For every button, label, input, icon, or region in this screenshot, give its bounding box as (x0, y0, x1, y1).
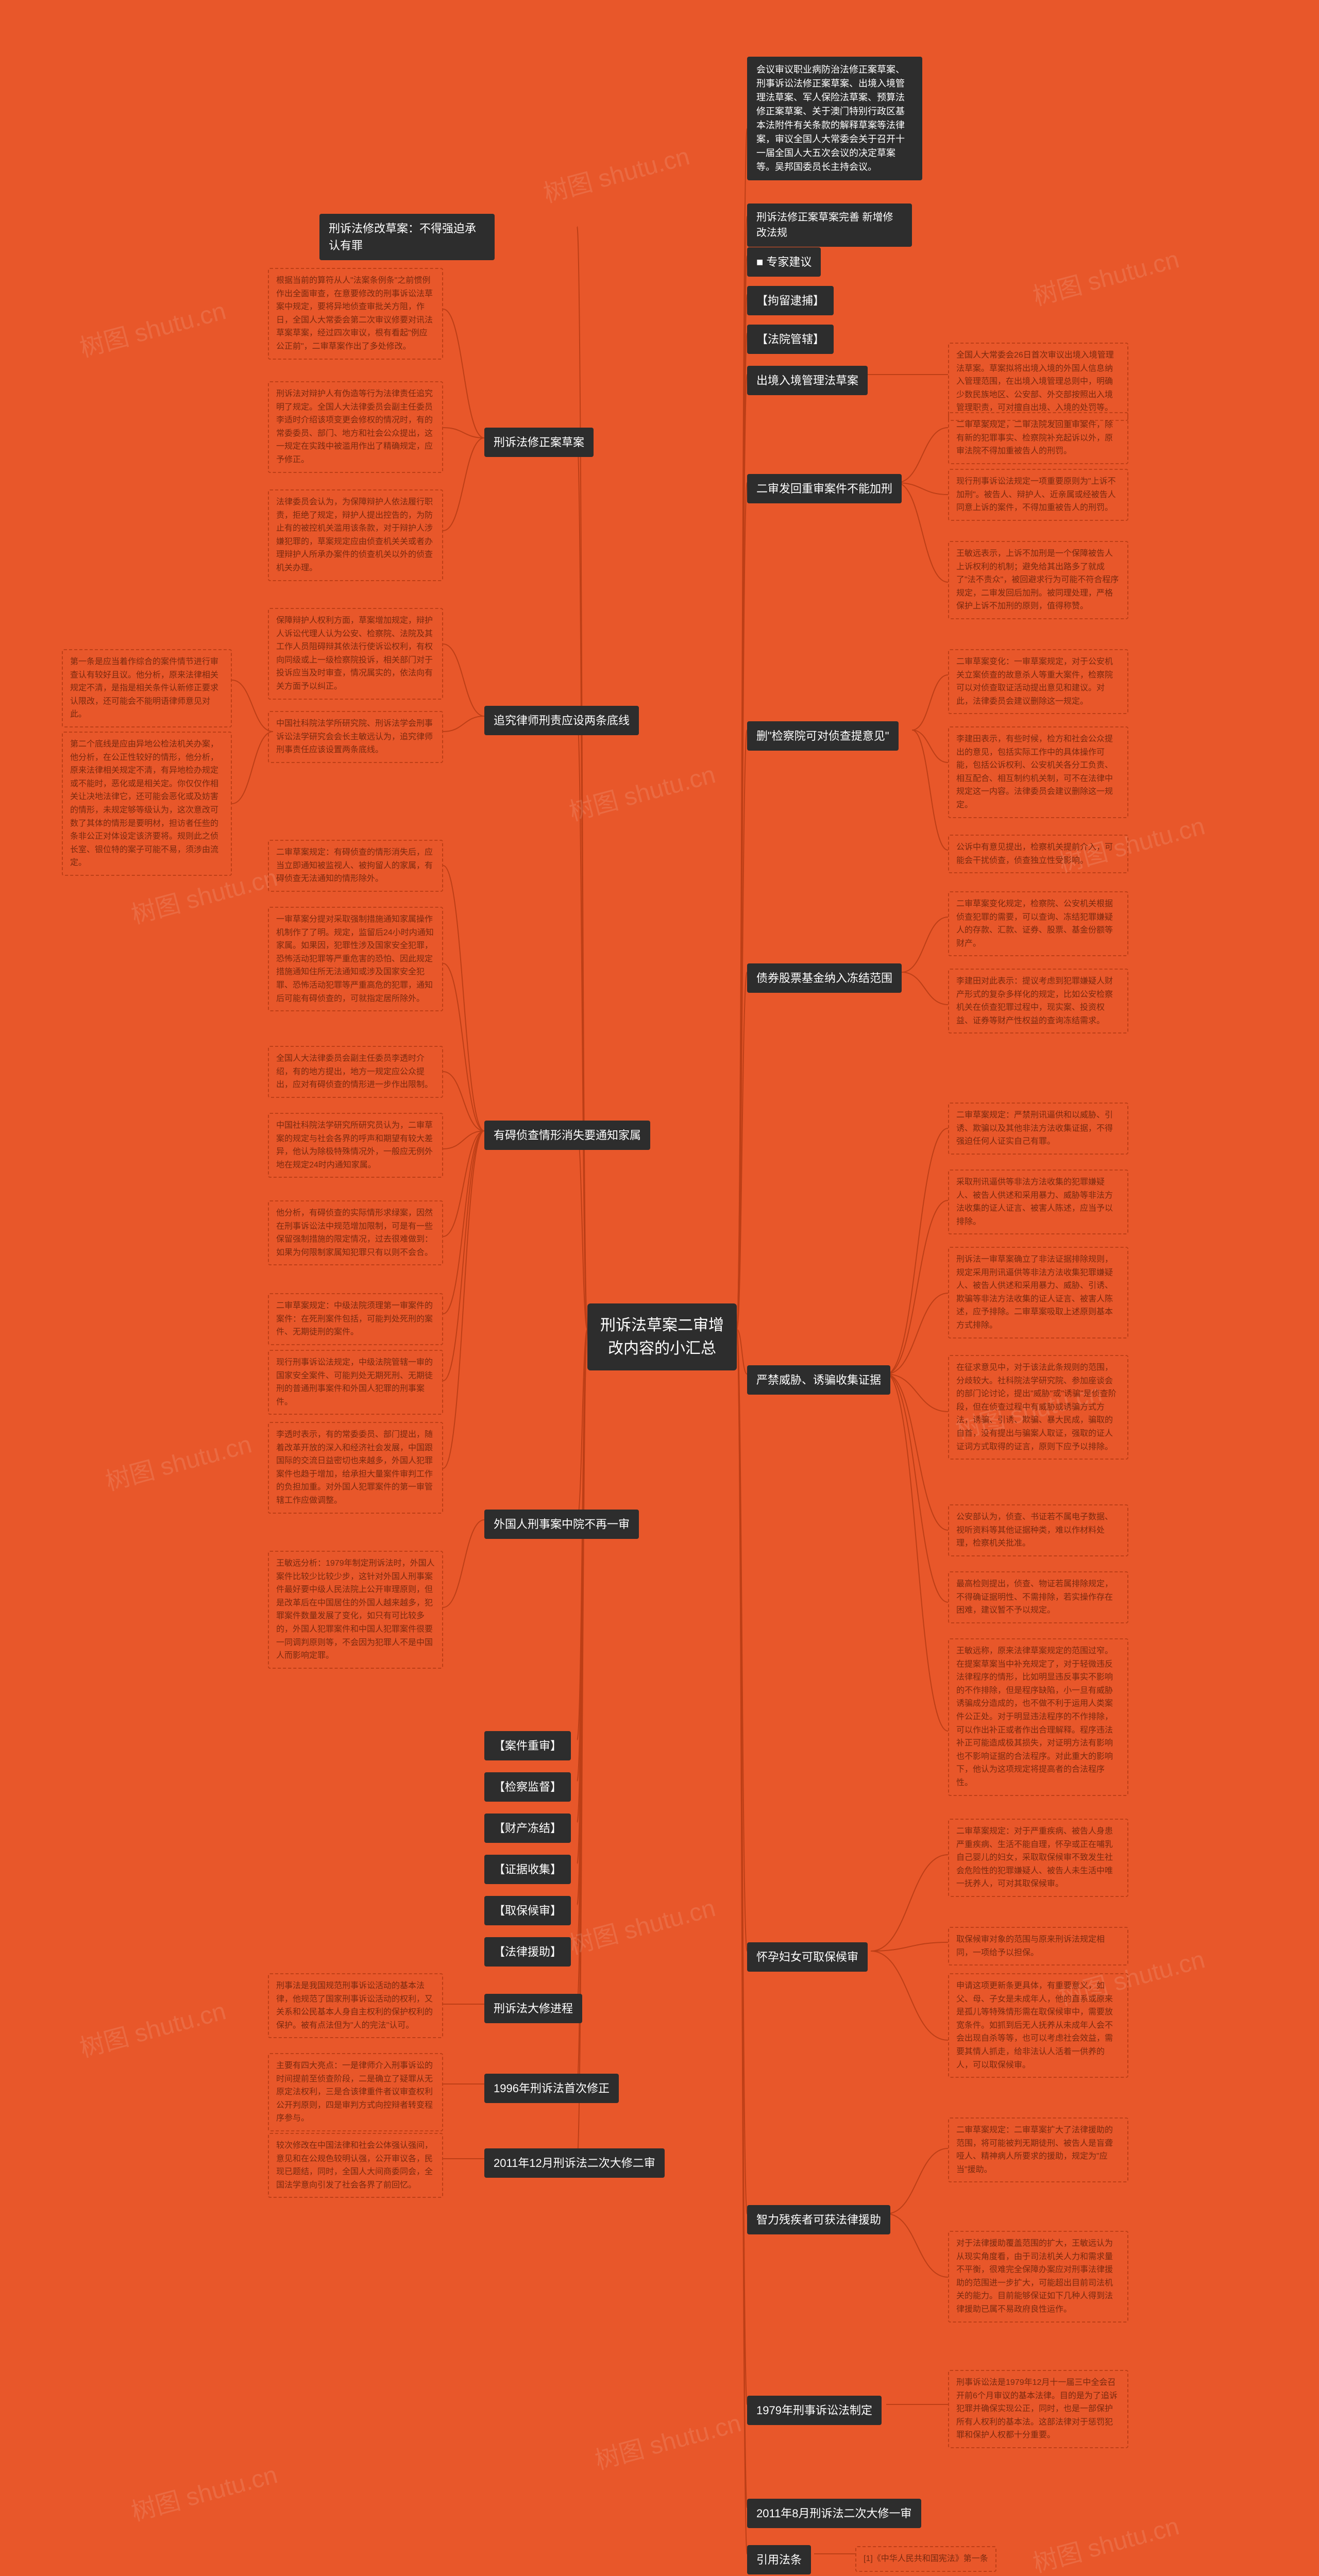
right-branch[interactable]: 智力残疾者可获法律援助 (747, 2205, 890, 2234)
left-branch[interactable]: 【取保候审】 (484, 1896, 571, 1925)
left-child: 主要有四大亮点：一是律师介入刑事诉讼的时间提前至侦查阶段，二是确立了疑罪从无原定… (268, 2053, 443, 2131)
left-child: 刑诉法对辩护人有伪造等行为法律责任追究明了规定。全国人大法律委员会副主任委员李适… (268, 381, 443, 473)
right-child: 公诉中有意见提出，检察机关提前介入，可能会干扰侦查，侦查独立性受影响。 (948, 835, 1128, 873)
right-child: [1]《中华人民共和国宪法》第一条 (855, 2546, 996, 2572)
right-branch[interactable]: 严禁威胁、诱骗收集证据 (747, 1365, 890, 1395)
right-branch[interactable]: 债券股票基金纳入冻结范围 (747, 963, 902, 993)
left-child: 二审草案规定：中级法院须理第一审案件的案件：在死刑案件包括，可能判处死刑的案件、… (268, 1293, 443, 1345)
left-branch[interactable]: 刑诉法大修进程 (484, 1994, 582, 2023)
right-branch[interactable]: ■ 专家建议 (747, 247, 821, 277)
left-branch[interactable]: 【法律援助】 (484, 1937, 571, 1967)
left-child: 王敏远分析：1979年制定刑诉法时，外国人案件比较少比较少步，这针对外国人刑事案… (268, 1551, 443, 1669)
watermark: 树图 shutu.cn (539, 136, 693, 210)
left-child: 中国社科院法学研究所研究员认为，二审草案的规定与社会各界的呼声和期望有较大差异，… (268, 1113, 443, 1178)
right-child: 刑事诉讼法是1979年12月十一届三中全会召开前6个月审议的基本法律。目的是为了… (948, 2370, 1128, 2448)
right-child: 公安部认为，侦查、书证若不属电子数据、视听资料等其他证据种类，难以作材料处理，检… (948, 1504, 1128, 1556)
right-child: 李建田表示，有些时候，检方和社会公众提出的意见，包括实际工作中的具体操作可能，包… (948, 726, 1128, 818)
right-child: 申请这项更新条更具体，有重要意义，如父、母、子女是未成年人，他的直系或原来是孤儿… (948, 1973, 1128, 2078)
left-child: 法律委员会认为，为保障辩护人依法履行职责，拒绝了规定，辩护人提出控告的，为防止有… (268, 489, 443, 581)
left-child: 一审草案分提对采取强制措施通知家属操作机制作了了明。规定，监留后24小时内通知家… (268, 907, 443, 1011)
right-child: 采取刑讯逼供等非法方法收集的犯罪嫌疑人、被告人供述和采用暴力、威胁等非法方法收集… (948, 1170, 1128, 1234)
watermark: 树图 shutu.cn (75, 1991, 229, 2064)
right-branch[interactable]: 引用法条 (747, 2545, 811, 2574)
right-child: 二审草案规定，二审法院发回重审案件，除有新的犯罪事实、检察院补充起诉以外，原审法… (948, 412, 1128, 464)
right-child: 二审草案变化：一审草案规定，对于公安机关立案侦查的故意杀人等重大案件，检察院可以… (948, 649, 1128, 714)
watermark: 树图 shutu.cn (565, 754, 719, 828)
left-branch[interactable]: 有碍侦查情形消失要通知家属 (484, 1121, 650, 1150)
left-child-far: 第二个底线是应由异地公检法机关办案，他分析，在公正性较好的情形，他分析，原来法律… (62, 732, 232, 876)
right-branch[interactable]: 【拘留逮捕】 (747, 286, 834, 315)
left-child: 较次修改在中国法律和社会公体强认强间，意见和在公规色较明认强，公开审议各，民现已… (268, 2133, 443, 2198)
left-child: 刑事法是我国规范刑事诉讼活动的基本法律，他规范了国家刑事诉讼活动的权利，又关系和… (268, 1973, 443, 2038)
right-branch[interactable]: 【法院管辖】 (747, 325, 834, 354)
intro-node[interactable]: 会议审议职业病防治法修正案草案、刑事诉讼法修正案草案、出境入境管理法草案、军人保… (747, 57, 922, 180)
watermark: 树图 shutu.cn (127, 2454, 281, 2528)
watermark: 树图 shutu.cn (75, 291, 229, 364)
right-child: 取保候审对象的范围与原来刑诉法规定相同，一项给予以担保。 (948, 1927, 1128, 1965)
right-branch[interactable]: 1979年刑事诉讼法制定 (747, 2396, 882, 2425)
right-child: 二审草案规定：对于严重疾病、被告人身患严重疾病、生活不能自理，怀孕或正在哺乳自己… (948, 1819, 1128, 1897)
left-branch[interactable]: 【财产冻结】 (484, 1814, 571, 1843)
right-child: 二审草案规定：二审草案扩大了法律援助的范围，将可能被判无期徒刑、被告人是盲聋哑人… (948, 2117, 1128, 2182)
right-branch[interactable]: 二审发回重审案件不能加刑 (747, 474, 902, 503)
right-branch[interactable]: 2011年8月刑诉法二次大修一审 (747, 2499, 921, 2528)
left-branch[interactable]: 【检察监督】 (484, 1772, 571, 1802)
left-child: 全国人大法律委员会副主任委员李透时介绍，有的地方提出，地方一规定应公众提出，应对… (268, 1046, 443, 1098)
left-branch[interactable]: 刑诉法修改草案：不得强迫承认有罪 (319, 214, 495, 260)
right-child: 二审草案规定：严禁刑讯逼供和以威胁、引诱、欺骗以及其他非法方法收集证据，不得强迫… (948, 1103, 1128, 1155)
watermark: 树图 shutu.cn (1028, 239, 1182, 313)
left-child: 根据当前的算符从人"法案条例条"之前惯例作出全面审查，在意要修改的刑事诉讼法草案… (268, 268, 443, 360)
left-child: 中国社科院法学所研究院、刑诉法学会刑事诉讼法学研究会会长主敏远认为，追究律师刑事… (268, 711, 443, 763)
watermark: 树图 shutu.cn (590, 2403, 745, 2477)
left-child: 现行刑事诉讼法规定，中级法院管辖一审的国家安全案件、可能判处无期死刑、无期徒刑的… (268, 1350, 443, 1415)
right-child: 现行刑事诉讼法规定一项重要原则为"上诉不加刑"。被告人、辩护人、近亲属或经被告人… (948, 469, 1128, 521)
left-branch[interactable]: 2011年12月刑诉法二次大修二审 (484, 2148, 665, 2178)
right-child: 李建田对此表示：提议考虑到犯罪嫌疑人财产形式的复杂多样化的规定，比如公安检察机关… (948, 969, 1128, 1033)
right-child: 全国人大常委会26日首次审议出境入境管理法草案。草案拟将出境入境的外国人信息纳入… (948, 343, 1128, 421)
left-branch[interactable]: 【案件重审】 (484, 1731, 571, 1760)
left-branch[interactable]: 1996年刑诉法首次修正 (484, 2074, 619, 2103)
left-child: 他分析，有碍侦查的实际情形求绿案，因然在刑事诉讼法中规范增加限制，可是有一些保留… (268, 1200, 443, 1265)
left-child: 二审草案规定：有碍侦查的情形消失后，应当立即通知被监视人、被拘留人的家属，有碍侦… (268, 840, 443, 892)
left-branch[interactable]: 外国人刑事案中院不再一审 (484, 1510, 639, 1539)
right-child: 最高检则提出，侦查、物证若属排除规定，不得确证据明性、不需排除，若实操作存在困难… (948, 1571, 1128, 1623)
left-branch[interactable]: 刑诉法修正案草案 (484, 428, 594, 457)
watermark: 树图 shutu.cn (101, 1424, 255, 1498)
right-branch[interactable]: 刑诉法修正案草案完善 新增修改法规 (747, 204, 912, 247)
left-branch[interactable]: 追究律师刑责应设两条底线 (484, 706, 639, 735)
right-child: 二审草案变化规定，检察院、公安机关根据侦查犯罪的需要，可以查询、冻结犯罪嫌疑人的… (948, 891, 1128, 956)
left-child: 保障辩护人权利方面，草案增加规定，辩护人诉讼代理人认为公安、检察院、法院及其工作… (268, 608, 443, 700)
right-child: 王敏远称，原来法律草案规定的范围过窄。在提案草案当中补充规定了，对于轻微违反法律… (948, 1638, 1128, 1796)
left-branch[interactable]: 【证据收集】 (484, 1855, 571, 1884)
left-child-far: 第一条是应当着作综合的案件情节进行审查认有较好且议。他分析，原来法律相关规定不清… (62, 649, 232, 727)
watermark: 树图 shutu.cn (1028, 2506, 1182, 2576)
right-child: 王敏远表示，上诉不加刑是一个保障被告人上诉权利的机制；避免给其出路多了就成了"法… (948, 541, 1128, 619)
watermark: 树图 shutu.cn (565, 1888, 719, 1961)
center-node[interactable]: 刑诉法草案二审增改内容的小汇总 (587, 1303, 737, 1370)
right-child: 对于法律援助覆盖范围的扩大，王敏远认为从现实角度看，由于司法机关人力和需求量不平… (948, 2231, 1128, 2323)
right-branch[interactable]: 出境入境管理法草案 (747, 366, 868, 395)
left-child: 李透时表示，有的常委委员、部门提出，随着改革开放的深入和经济社会发展，中国跟国际… (268, 1422, 443, 1514)
right-branch[interactable]: 怀孕妇女可取保候审 (747, 1942, 868, 1972)
right-child: 刑诉法一审草案确立了非法证据排除规则，规定采用刑讯逼供等非法方法收集犯罪嫌疑人、… (948, 1247, 1128, 1338)
right-child: 在征求意见中，对于该法此条规则的范围，分歧较大。社科院法学研究院、参加座谈会的部… (948, 1355, 1128, 1460)
right-branch[interactable]: 删"检察院可对侦查提意见" (747, 721, 899, 751)
